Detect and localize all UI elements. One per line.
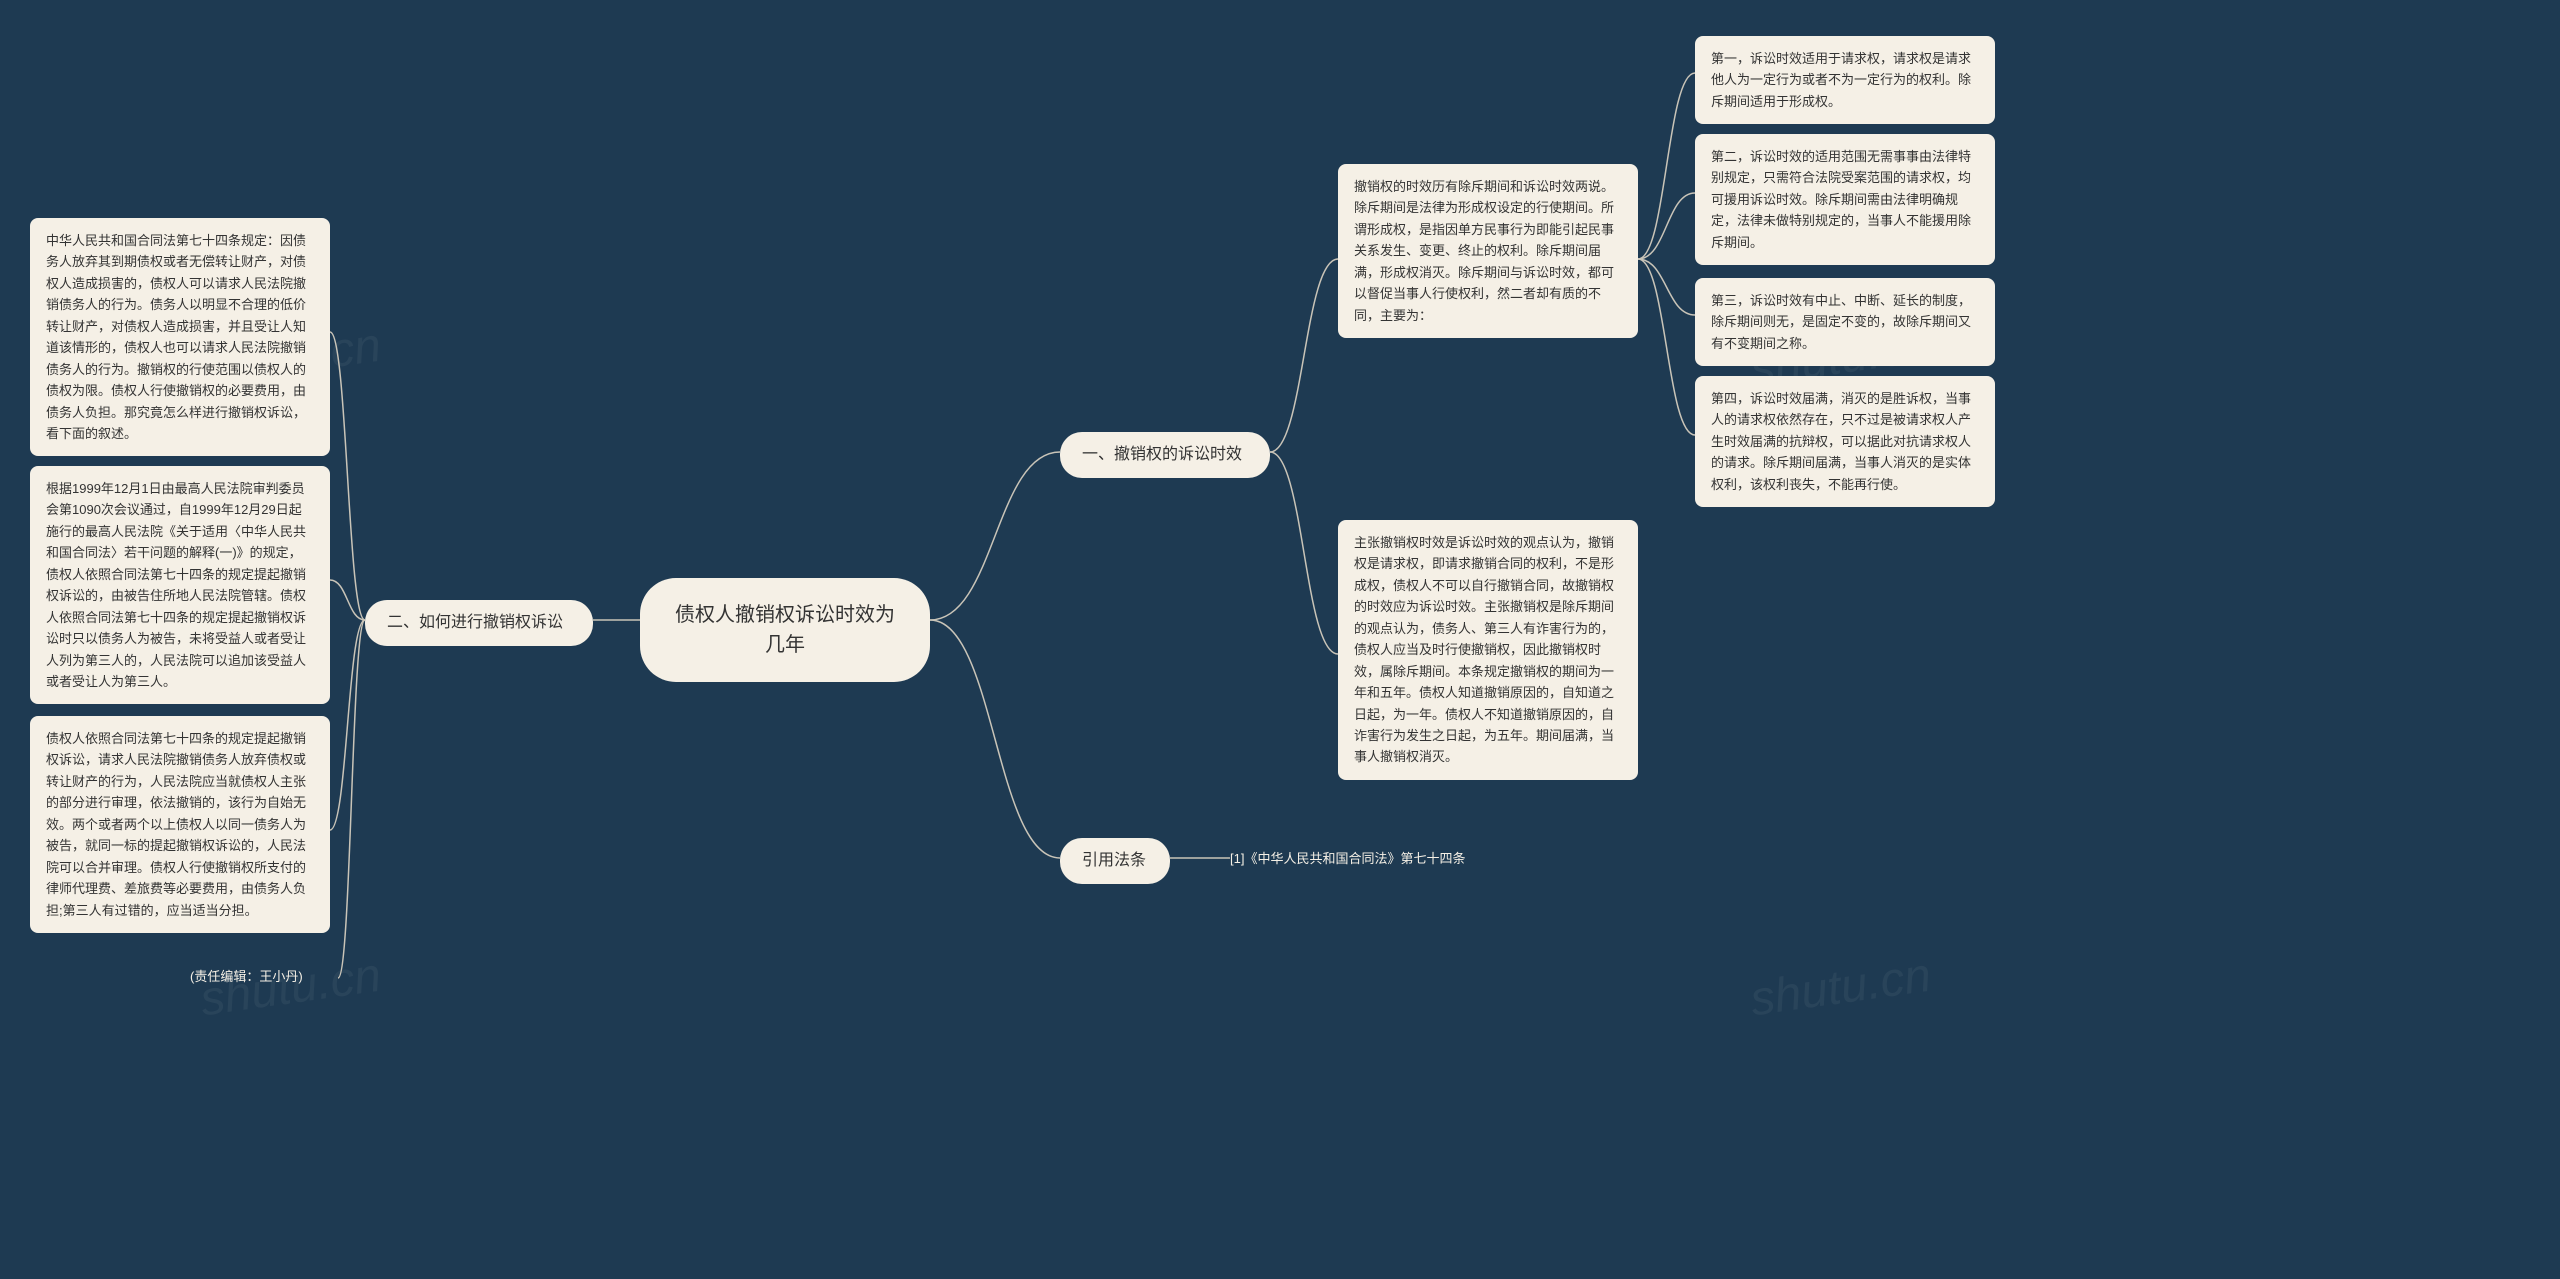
leaf-node[interactable]: 根据1999年12月1日由最高人民法院审判委员会第1090次会议通过，自1999… (30, 466, 330, 704)
leaf-text: 第一，诉讼时效适用于请求权，请求权是请求他人为一定行为或者不为一定行为的权利。除… (1711, 51, 1971, 109)
root-node[interactable]: 债权人撤销权诉讼时效为 几年 (640, 578, 930, 682)
leaf-text: 撤销权的时效历有除斥期间和诉讼时效两说。除斥期间是法律为形成权设定的行使期间。所… (1354, 179, 1614, 323)
leaf-node[interactable]: 撤销权的时效历有除斥期间和诉讼时效两说。除斥期间是法律为形成权设定的行使期间。所… (1338, 164, 1638, 338)
leaf-text: (责任编辑：王小丹) (190, 969, 303, 984)
leaf-node[interactable]: 第一，诉讼时效适用于请求权，请求权是请求他人为一定行为或者不为一定行为的权利。除… (1695, 36, 1995, 124)
leaf-text: 第四，诉讼时效届满，消灭的是胜诉权，当事人的请求权依然存在，只不过是被请求权人产… (1711, 391, 1971, 492)
root-label-line1: 债权人撤销权诉讼时效为 (675, 604, 895, 626)
leaf-text: 债权人依照合同法第七十四条的规定提起撤销权诉讼，请求人民法院撤销债务人放弃债权或… (46, 731, 306, 918)
leaf-text: 中华人民共和国合同法第七十四条规定：因债务人放弃其到期债权或者无偿转让财产，对债… (46, 233, 306, 441)
leaf-citation-text: [1]《中华人民共和国合同法》第七十四条 (1230, 848, 1530, 867)
watermark: shutu.cn (197, 948, 384, 1028)
watermark: shutu.cn (1747, 948, 1934, 1028)
leaf-text: 根据1999年12月1日由最高人民法院审判委员会第1090次会议通过，自1999… (46, 481, 306, 689)
leaf-text: 第三，诉讼时效有中止、中断、延长的制度，除斥期间则无，是固定不变的，故除斥期间又… (1711, 293, 1971, 351)
leaf-node[interactable]: 中华人民共和国合同法第七十四条规定：因债务人放弃其到期债权或者无偿转让财产，对债… (30, 218, 330, 456)
leaf-node[interactable]: 第二，诉讼时效的适用范围无需事事由法律特别规定，只需符合法院受案范围的请求权，均… (1695, 134, 1995, 265)
root-label-line2: 几年 (765, 634, 805, 656)
branch-label: 引用法条 (1082, 852, 1146, 869)
leaf-editor-credit: (责任编辑：王小丹) (190, 966, 338, 985)
leaf-node[interactable]: 债权人依照合同法第七十四条的规定提起撤销权诉讼，请求人民法院撤销债务人放弃债权或… (30, 716, 330, 933)
branch-label: 二、如何进行撤销权诉讼 (387, 614, 563, 631)
leaf-node[interactable]: 第四，诉讼时效届满，消灭的是胜诉权，当事人的请求权依然存在，只不过是被请求权人产… (1695, 376, 1995, 507)
leaf-text: 主张撤销权时效是诉讼时效的观点认为，撤销权是请求权，即请求撤销合同的权利，不是形… (1354, 535, 1614, 764)
branch-citation[interactable]: 引用法条 (1060, 838, 1170, 884)
branch-section-1[interactable]: 一、撤销权的诉讼时效 (1060, 432, 1270, 478)
leaf-text: [1]《中华人民共和国合同法》第七十四条 (1230, 851, 1465, 866)
leaf-text: 第二，诉讼时效的适用范围无需事事由法律特别规定，只需符合法院受案范围的请求权，均… (1711, 149, 1971, 250)
leaf-node[interactable]: 第三，诉讼时效有中止、中断、延长的制度，除斥期间则无，是固定不变的，故除斥期间又… (1695, 278, 1995, 366)
branch-label: 一、撤销权的诉讼时效 (1082, 446, 1242, 463)
leaf-node[interactable]: 主张撤销权时效是诉讼时效的观点认为，撤销权是请求权，即请求撤销合同的权利，不是形… (1338, 520, 1638, 780)
branch-section-2[interactable]: 二、如何进行撤销权诉讼 (365, 600, 593, 646)
